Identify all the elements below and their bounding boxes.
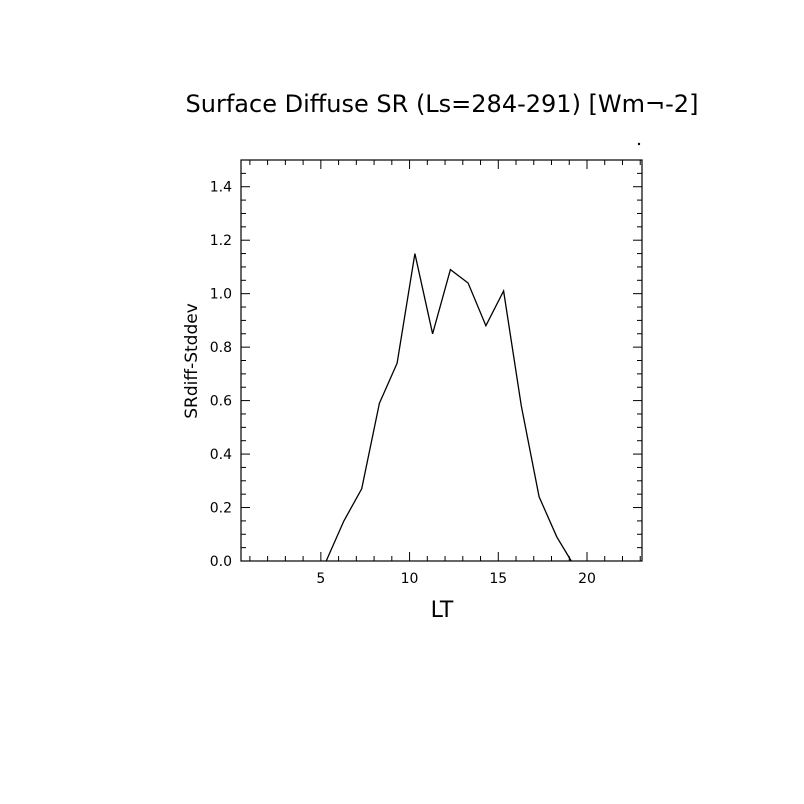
y-tick-label: 0.4	[210, 447, 232, 463]
series-group	[325, 253, 572, 562]
x-tick-label: 5	[316, 571, 325, 587]
plot-frame	[240, 159, 643, 562]
y-tick-label: 0.2	[210, 501, 232, 517]
y-tick-label: 0.8	[210, 340, 232, 356]
x-tick-label: 10	[401, 571, 419, 587]
corner-dot-mark	[637, 142, 641, 146]
x-axis-ticks: 5 10 15 20	[249, 160, 641, 587]
y-tick-label: 0.6	[210, 394, 232, 410]
y-tick-label: 1.0	[210, 287, 232, 303]
x-tick-label: 20	[578, 571, 596, 587]
y-axis-label: SRdiff-Stddev	[182, 303, 202, 419]
chart-title: Surface Diffuse SR (Ls=284-291) [Wm¬-2]	[186, 90, 699, 118]
y-tick-label: 0.0	[210, 554, 232, 570]
x-axis-label: LT	[431, 598, 454, 623]
y-tick-label: 1.2	[210, 233, 232, 249]
y-tick-label: 1.4	[210, 180, 232, 196]
x-tick-label: 15	[489, 571, 507, 587]
series-line	[325, 253, 572, 562]
y-axis-ticks: 0.0 0.2 0.4 0.6 0.8 1.0 1.2 1.4	[210, 159, 642, 570]
